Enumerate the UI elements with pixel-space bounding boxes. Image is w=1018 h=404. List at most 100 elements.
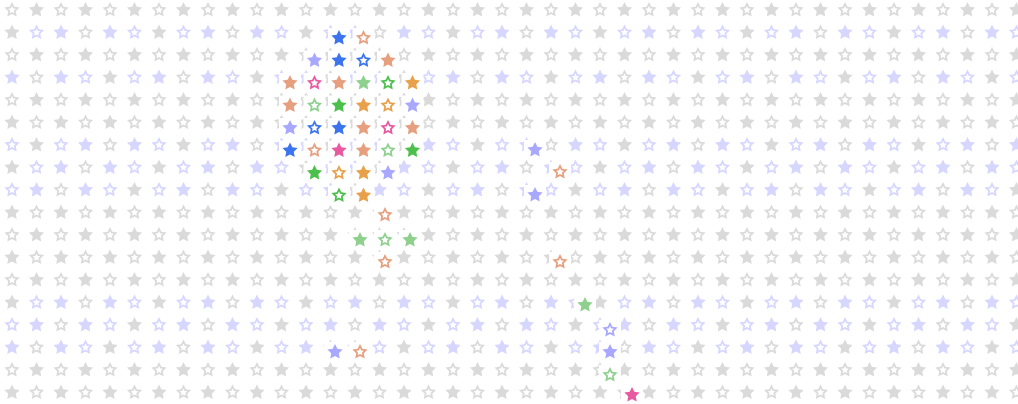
background-star (543, 204, 559, 219)
background-star (935, 272, 951, 287)
background-star (714, 2, 731, 17)
background-star (126, 204, 143, 219)
background-star (347, 272, 363, 287)
background-star (763, 159, 780, 174)
background-star (224, 204, 241, 219)
background-star (837, 204, 853, 219)
background-star (690, 294, 706, 309)
background-star (494, 182, 510, 197)
background-star (151, 2, 167, 17)
background-star (102, 362, 118, 377)
background-star (641, 182, 657, 197)
background-star (984, 227, 1000, 242)
background-star (788, 227, 804, 242)
background-star (445, 114, 461, 129)
background-star (788, 249, 804, 264)
background-star (151, 47, 167, 62)
background-star (445, 227, 461, 242)
background-star (469, 317, 486, 332)
background-star (788, 114, 804, 129)
background-star (959, 317, 976, 332)
background-star (763, 69, 780, 84)
background-star (77, 227, 94, 242)
background-star (4, 227, 20, 242)
background-star (28, 384, 45, 399)
background-star (641, 384, 657, 399)
background-star (641, 339, 657, 354)
background-star (126, 137, 143, 152)
background-star (420, 384, 437, 399)
background-star (347, 2, 363, 17)
background-star (445, 384, 461, 399)
background-star (1008, 294, 1018, 309)
background-star (445, 204, 461, 219)
background-star (298, 227, 314, 242)
background-star (200, 137, 216, 152)
background-star (53, 227, 69, 242)
background-star (28, 317, 45, 332)
background-star (739, 47, 755, 62)
background-star (445, 2, 461, 17)
background-star (200, 92, 216, 107)
background-star (224, 339, 241, 354)
background-star (788, 69, 804, 84)
background-star (420, 182, 437, 197)
background-star (469, 339, 486, 354)
background-star (445, 272, 461, 287)
background-star (935, 137, 951, 152)
background-star (469, 182, 486, 197)
background-star (788, 2, 804, 17)
background-star (616, 137, 633, 152)
background-star (518, 227, 535, 242)
background-star (812, 159, 829, 174)
background-star (763, 47, 780, 62)
background-star (494, 69, 510, 84)
background-star (518, 294, 535, 309)
background-star (1008, 2, 1018, 17)
background-star (151, 204, 167, 219)
background-star (861, 384, 878, 399)
background-star (665, 249, 682, 264)
background-star (102, 249, 118, 264)
background-star (102, 272, 118, 287)
background-star (53, 204, 69, 219)
background-star (690, 384, 706, 399)
background-star (200, 114, 216, 129)
background-star (126, 362, 143, 377)
background-star (102, 69, 118, 84)
background-star (543, 114, 559, 129)
background-star (592, 204, 608, 219)
background-star (837, 24, 853, 39)
background-star (1008, 227, 1018, 242)
background-star (714, 227, 731, 242)
background-star (224, 362, 241, 377)
background-star (53, 69, 69, 84)
background-star (910, 227, 927, 242)
background-star (543, 92, 559, 107)
background-star (1008, 339, 1018, 354)
background-star (249, 294, 265, 309)
background-star (77, 317, 94, 332)
background-star (690, 69, 706, 84)
background-star (714, 294, 731, 309)
background-star (102, 182, 118, 197)
background-star (445, 339, 461, 354)
background-star (298, 249, 314, 264)
background-star (910, 182, 927, 197)
background-star (886, 272, 902, 287)
background-star (420, 24, 437, 39)
background-star (959, 2, 976, 17)
background-star (224, 159, 241, 174)
background-star (763, 339, 780, 354)
background-star (494, 2, 510, 17)
background-star (126, 114, 143, 129)
background-star (77, 69, 94, 84)
background-star (886, 114, 902, 129)
background-star (959, 159, 976, 174)
background-star (518, 69, 535, 84)
figure-silhouette (279, 28, 643, 404)
background-star (886, 294, 902, 309)
background-star (224, 249, 241, 264)
background-star (592, 114, 608, 129)
background-star (224, 24, 241, 39)
